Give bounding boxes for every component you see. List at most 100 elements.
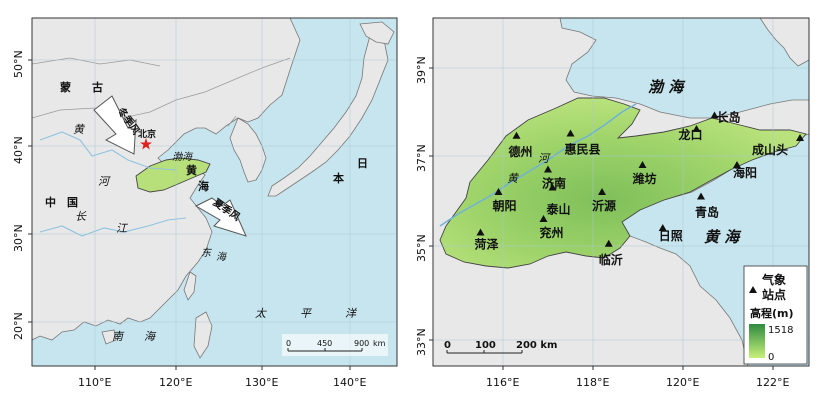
legend-station-title-1: 气象 (761, 272, 786, 287)
right-ytick-35: 35°N (415, 234, 428, 262)
label-mongolia-1: 蒙 (60, 80, 71, 94)
label-yellow-river-2: 河 (98, 175, 111, 188)
label-mongolia-2: 古 (92, 80, 103, 94)
right-xtick-122: 122°E (756, 376, 789, 389)
right-xtick-118: 118°E (576, 376, 609, 389)
label-bohai: 渤海 (172, 151, 194, 163)
label-east-sea-1: 东 (201, 247, 212, 259)
label-yellow-sea-1: 黄 (186, 163, 197, 177)
label-china-1: 中 (45, 195, 56, 209)
left-ytick-50: 50°N (12, 50, 25, 78)
label-yellow-river-1: 黄 (73, 123, 86, 136)
left-graticule (32, 18, 397, 366)
right-shandong (439, 97, 807, 269)
left-hainan (101, 329, 117, 345)
legend-elev-min: 0 (768, 352, 774, 363)
station-marker-icon (548, 183, 557, 191)
left-scale-unit: km (373, 339, 386, 348)
station-label: 兖州 (540, 225, 564, 240)
left-rivers (39, 131, 187, 237)
left-scale-900: 900 (354, 339, 369, 348)
station-marker-icon (604, 239, 613, 247)
left-ytick-30: 30°N (12, 224, 25, 252)
label-bohai-sea: 渤 海 (648, 78, 686, 96)
station-marker-icon (658, 224, 667, 231)
label-china-2: 国 (67, 196, 78, 209)
station-marker-icon (544, 165, 552, 173)
station-marker-icon (692, 125, 701, 132)
station-marker-icon (494, 188, 503, 195)
left-xtick-130: 130°E (245, 376, 278, 389)
right-ytick-39: 39°N (415, 56, 428, 84)
right-axis-ticks (429, 67, 774, 370)
left-shandong (135, 157, 211, 193)
right-scale-0: 0 (444, 340, 451, 351)
label-yangtze-1: 长 (75, 210, 87, 223)
right-xtick-120: 120°E (666, 376, 699, 389)
legend-station-icon (749, 286, 757, 293)
left-scale-0: 0 (286, 339, 291, 348)
station-label: 惠民县 (565, 142, 601, 157)
station-marker-icon (539, 215, 548, 222)
right-frame (432, 17, 810, 367)
right-scale-100: 100 (475, 340, 496, 351)
left-philippines (193, 311, 213, 359)
station-label: 潍坊 (632, 171, 657, 186)
label-yellow-sea: 黄 海 (704, 228, 742, 246)
legend-elev-ramp (749, 324, 765, 358)
station-marker-icon (566, 129, 575, 137)
label-pacific-1: 太 (255, 307, 267, 320)
right-ytick-37: 37°N (415, 144, 428, 172)
station-label: 青岛 (695, 205, 719, 220)
station-label: 长岛 (717, 110, 741, 125)
station-marker-icon (512, 131, 521, 139)
station-marker-icon (598, 188, 606, 195)
left-frame (31, 17, 398, 367)
station-marker-icon (638, 161, 647, 168)
left-korea (229, 117, 267, 183)
left-scale-450: 450 (317, 339, 332, 348)
right-ytick-33: 33°N (415, 328, 428, 356)
beijing-star-icon (140, 138, 152, 150)
left-taiwan (183, 271, 197, 301)
left-xtick-140: 140°E (333, 376, 366, 389)
legend-station-title-2: 站点 (762, 287, 786, 302)
station-marker-icon (697, 192, 705, 200)
label-beijing: 北京 (138, 128, 156, 140)
station-label: 德州 (509, 144, 533, 159)
station-label: 济南 (542, 176, 566, 191)
station-label: 沂源 (592, 198, 616, 213)
label-pacific-2: 平 (300, 307, 312, 320)
right-river-huang: 黄 (507, 172, 520, 185)
station-marker-icon (796, 134, 804, 141)
left-ytick-40: 40°N (12, 136, 25, 164)
right-scale-200: 200 km (516, 340, 557, 351)
left-hokkaido (359, 21, 395, 45)
station-marker-icon (733, 161, 741, 168)
station-label: 朝阳 (493, 198, 517, 213)
station-marker-icon (710, 111, 719, 119)
label-yellow-sea-2: 海 (198, 179, 209, 193)
left-xtick-120: 120°E (159, 376, 192, 389)
station-label: 菏泽 (475, 237, 499, 252)
left-xtick-110: 110°E (78, 376, 111, 389)
station-marker-icon (476, 228, 485, 236)
label-yangtze-2: 江 (116, 222, 128, 235)
legend-elev-title: 高程(m) (750, 306, 794, 320)
label-japan-2: 本 (333, 171, 344, 185)
label-south-sea-2: 海 (144, 330, 157, 343)
right-river-he: 河 (538, 152, 551, 165)
station-label: 日照 (659, 228, 683, 243)
left-ytick-20: 20°N (12, 312, 25, 340)
right-xtick-116: 116°E (486, 376, 519, 389)
station-label: 成山头 (752, 142, 788, 157)
left-scale-bar: 0 450 900 km (282, 334, 388, 356)
label-east-sea-2: 海 (216, 251, 228, 263)
left-map: 冬季风 夏季风 蒙 古 中 国 黄 河 长 江 北京 渤海 黄 海 东 海 南 … (12, 17, 398, 389)
legend: 气象 站点 高程(m) 1518 0 (743, 265, 808, 365)
right-yellow-river (439, 103, 637, 227)
